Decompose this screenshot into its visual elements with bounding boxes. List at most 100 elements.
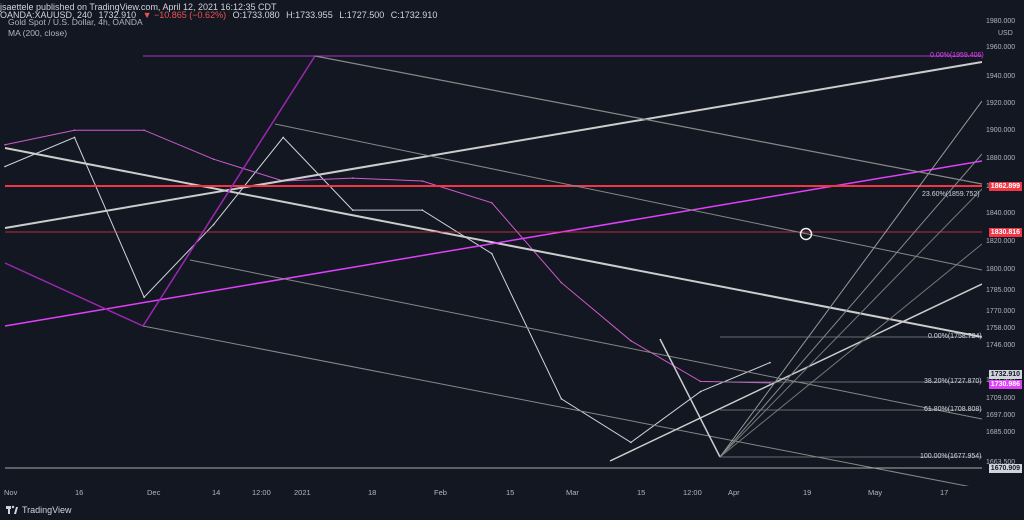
legend-ma: MA (200, close) — [8, 28, 68, 38]
time-tick-label: May — [868, 488, 883, 497]
time-tick-label: 14 — [212, 488, 221, 497]
trendline-magenta[interactable] — [4, 160, 982, 327]
price-tick-label: 1746.000 — [986, 342, 1016, 349]
price-tick-label: 1840.000 — [986, 210, 1016, 217]
price-line-point — [630, 441, 632, 444]
price-tick-label: 1820.000 — [986, 238, 1016, 245]
channel-top[interactable] — [314, 55, 982, 185]
time-tick-label: 17 — [940, 488, 949, 497]
fork-1[interactable] — [719, 153, 982, 458]
ma-line-point — [491, 202, 493, 204]
time-axis[interactable]: Nov 16 Dec 14 12:00 2021 18 Feb 15 Mar 15 12:00 Apr 1… — [0, 486, 982, 500]
footer: TradingView — [0, 500, 1024, 520]
time-tick-label: 12:00 — [683, 488, 702, 497]
fork-2[interactable] — [719, 188, 982, 458]
price-line-point — [4, 165, 6, 168]
price-tick-label: 1770.000 — [986, 308, 1016, 315]
trendline-low[interactable] — [609, 283, 982, 462]
price-line-point — [73, 136, 76, 139]
fork-3[interactable] — [719, 243, 982, 458]
price-tick-label: 1785.000 — [986, 287, 1016, 294]
fib-lower-100-label: 100.00%(1677.954) — [920, 453, 982, 460]
tag-ma: 1730.986 — [988, 380, 1022, 389]
channel-lower[interactable] — [142, 325, 982, 486]
tag-low: 1670.909 — [988, 464, 1022, 473]
price-line-point — [143, 296, 145, 299]
ma-line — [4, 129, 771, 384]
symbol-text[interactable]: OANDA:XAUUSD, 240 — [0, 10, 93, 20]
ma-line-point — [143, 129, 145, 131]
ohlc-close: C:1732.910 — [390, 10, 438, 20]
header-bar: jsaettele published on TradingView.com, … — [0, 0, 1024, 14]
price-tick-label: 1697.000 — [986, 412, 1016, 419]
time-tick-label: Apr — [728, 488, 740, 497]
last-price: 1732.910 — [98, 10, 137, 20]
price-tick-label: 1800.000 — [986, 266, 1016, 273]
price-line-point — [560, 398, 563, 400]
trendline-black-1[interactable] — [4, 147, 982, 338]
price-tick-label: 1663.500 — [986, 459, 1016, 466]
ma-line-point — [351, 177, 354, 179]
ma-line-point — [4, 143, 6, 146]
price-tick-label: 1960.000 — [986, 44, 1016, 51]
time-tick-label: Nov — [4, 488, 18, 497]
price-tick-label: 1880.000 — [986, 155, 1016, 162]
ohlc-low: L:1727.500 — [339, 10, 385, 20]
ohlc-open: O:1733.080 — [232, 10, 280, 20]
time-tick-label: Feb — [434, 488, 447, 497]
ma-line-point — [421, 180, 424, 182]
ma-line-point — [560, 281, 563, 284]
time-tick-label: 16 — [75, 488, 84, 497]
price-line-point — [421, 209, 424, 211]
change-value: ▼ −10.865 (−0.62%) — [142, 10, 227, 20]
ma-line-point — [630, 340, 632, 342]
legend-title: Gold Spot / U.S. Dollar, 4h, OANDA — [8, 17, 143, 27]
time-tick-label: Dec — [147, 488, 161, 497]
channel-mid[interactable] — [189, 259, 982, 420]
symbol-bar: OANDA:XAUUSD, 240 1732.910 ▼ −10.865 (−0… — [0, 8, 1024, 22]
price-line-point — [351, 209, 354, 211]
tag-resistance-2: 1830.816 — [988, 228, 1022, 237]
chart-legend: Gold Spot / U.S. Dollar, 4h, OANDA MA (2… — [8, 17, 143, 39]
pitchfork-up[interactable] — [142, 55, 316, 327]
time-tick-label: 19 — [803, 488, 812, 497]
target-circle-marker[interactable] — [799, 227, 813, 241]
tag-last-price: 1732.910 — [988, 370, 1022, 379]
fib-lower-0-label: 0.00%(1758.724) — [928, 333, 982, 340]
ma-series — [4, 129, 771, 384]
pitchfork-left[interactable] — [4, 262, 144, 327]
price-line-point — [491, 252, 493, 255]
time-tick-label: Mar — [566, 488, 579, 497]
fork-4[interactable] — [719, 100, 982, 458]
tradingview-logo-icon — [6, 505, 18, 514]
price-series — [4, 136, 771, 444]
time-tick-label: 12:00 — [252, 488, 271, 497]
fib-lower-618-label: 61.80%(1708.808) — [924, 406, 982, 413]
time-tick-label: 15 — [506, 488, 515, 497]
ohlc-high: H:1733.955 — [286, 10, 333, 20]
price-tick-label: 1980.000 — [986, 18, 1016, 25]
channel-upper[interactable] — [274, 123, 982, 271]
publisher-text: jsaettele published on TradingView.com, … — [0, 2, 277, 12]
ma-line-point — [212, 158, 215, 160]
price-axis[interactable]: 1980.000 1960.000 1940.000 1920.000 1900.000… — [982, 14, 1024, 486]
price-line — [4, 136, 771, 444]
ma-line-point — [699, 380, 702, 383]
fib-upper-0-label: 0.00%(1959.406) — [930, 52, 984, 59]
price-line-point — [212, 223, 215, 226]
trendline-black-2[interactable] — [4, 61, 982, 229]
tag-resistance-1: 1862.899 — [988, 182, 1022, 191]
ma-line-point — [769, 382, 771, 384]
currency-label: USD — [998, 30, 1013, 37]
footer-brand: TradingView — [22, 505, 72, 515]
price-line-point — [769, 361, 771, 364]
time-tick-label: 15 — [637, 488, 646, 497]
swing-line[interactable] — [659, 338, 721, 458]
price-tick-label: 1709.000 — [986, 395, 1016, 402]
price-line-point — [282, 136, 285, 139]
time-tick-label: 18 — [368, 488, 377, 497]
price-chart[interactable] — [0, 14, 982, 486]
fib-upper-236-label: 23.60%(1859.752) — [922, 191, 980, 198]
price-tick-label: 1920.000 — [986, 100, 1016, 107]
ma-line-point — [73, 129, 76, 131]
